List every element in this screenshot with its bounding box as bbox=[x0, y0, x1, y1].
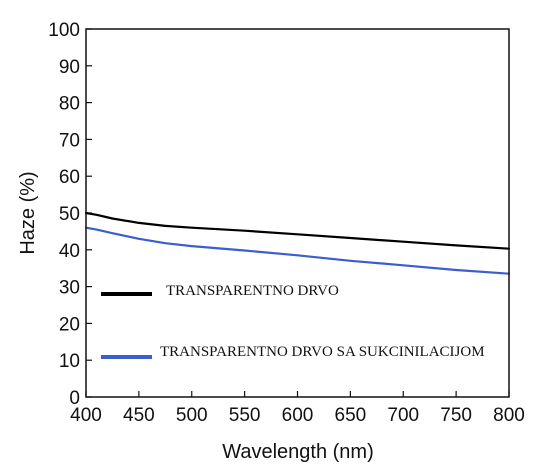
y-tick-label-30: 30 bbox=[59, 278, 80, 299]
x-tick-label-650: 650 bbox=[335, 405, 367, 426]
y-tick-label-20: 20 bbox=[59, 314, 80, 335]
y-tick-label-40: 40 bbox=[59, 241, 80, 262]
plot-frame bbox=[85, 28, 510, 398]
y-tick-label-80: 80 bbox=[59, 94, 80, 115]
series-line-0 bbox=[84, 211, 511, 250]
legend: TRANSPARENTNO DRVO TRANSPARENTNO DRVO SA… bbox=[101, 283, 485, 360]
x-tick-label-450: 450 bbox=[123, 405, 155, 426]
y-tick-label-100: 100 bbox=[48, 20, 80, 41]
x-tick-label-600: 600 bbox=[282, 405, 314, 426]
series-line-1 bbox=[84, 226, 511, 275]
x-tick-label-500: 500 bbox=[176, 405, 208, 426]
legend-label-transparentno-drvo: TRANSPARENTNO DRVO bbox=[166, 283, 339, 299]
x-axis-label: Wavelength (nm) bbox=[222, 441, 374, 463]
y-tick-label-0: 0 bbox=[69, 388, 80, 409]
x-tick-label-750: 750 bbox=[440, 405, 472, 426]
ticks-layer: 400 450 500 550 600 650 700 750 800 0 10 20 30 40 50 60… bbox=[48, 20, 525, 426]
y-tick-label-60: 60 bbox=[59, 167, 80, 188]
legend-label-sukcinilacija: TRANSPARENTNO DRVO SA SUKCINILACIJOM bbox=[160, 344, 485, 360]
y-tick-label-50: 50 bbox=[59, 204, 80, 225]
y-tick-label-70: 70 bbox=[59, 130, 80, 151]
series-layer bbox=[84, 211, 511, 275]
x-tick-label-800: 800 bbox=[493, 405, 525, 426]
y-axis-label: Haze (%) bbox=[17, 171, 39, 254]
x-tick-label-700: 700 bbox=[387, 405, 419, 426]
x-tick-label-400: 400 bbox=[70, 405, 102, 426]
x-tick-label-550: 550 bbox=[229, 405, 261, 426]
y-tick-label-90: 90 bbox=[59, 57, 80, 78]
y-tick-label-10: 10 bbox=[59, 351, 80, 372]
